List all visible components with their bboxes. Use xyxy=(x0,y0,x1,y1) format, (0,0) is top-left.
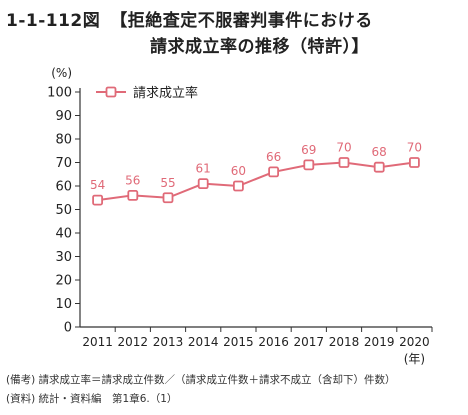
x-tick-label: 2016 xyxy=(258,335,289,349)
note-remarks: (備考) 請求成立率＝請求成立件数／（請求成立件数＋請求不成立（含却下）件数） xyxy=(6,374,396,386)
data-point xyxy=(127,189,139,201)
chart-legend: 請求成立率 xyxy=(96,85,198,101)
figure-title-line1: 1-1-112図 【拒絶査定不服審判事件における xyxy=(6,6,373,31)
y-tick-label: 30 xyxy=(55,250,72,265)
data-label: 68 xyxy=(372,145,387,159)
data-point xyxy=(92,194,103,206)
y-axis-label: (%) xyxy=(51,66,72,80)
data-label: 70 xyxy=(407,141,422,155)
data-label: 70 xyxy=(336,141,351,155)
y-tick-label: 100 xyxy=(47,86,72,101)
y-tick-label: 50 xyxy=(55,203,72,218)
data-point xyxy=(268,166,280,178)
legend-marker xyxy=(105,86,117,98)
data-label: 60 xyxy=(231,164,246,178)
data-label: 55 xyxy=(160,176,175,190)
data-label: 69 xyxy=(301,143,316,157)
y-tick-label: 70 xyxy=(55,156,72,171)
note-source: (資料) 統計・資料編 第1章6.（1） xyxy=(6,393,178,405)
figure-title: 【拒絶査定不服審判事件における xyxy=(110,11,373,31)
data-point xyxy=(232,180,244,192)
x-tick-label: 2012 xyxy=(118,335,149,349)
data-point xyxy=(303,159,315,171)
data-label: 56 xyxy=(125,173,140,187)
y-tick-label: 90 xyxy=(55,109,72,124)
data-label: 66 xyxy=(266,150,281,164)
data-point xyxy=(408,157,420,168)
y-tick-label: 20 xyxy=(55,274,72,289)
y-tick-label: 60 xyxy=(55,180,72,195)
chart-series: 54 56 55 61 60 66 69 70 68 70 xyxy=(90,141,422,206)
x-tick-label: 2011 xyxy=(82,335,113,349)
y-tick-label: 80 xyxy=(55,133,72,148)
data-point xyxy=(338,157,350,168)
x-tick-label: 2020 xyxy=(399,335,430,349)
x-tick-label: 2014 xyxy=(188,335,219,349)
data-label: 54 xyxy=(90,178,105,192)
x-tick-label: 2015 xyxy=(223,335,254,349)
legend-label: 請求成立率 xyxy=(133,85,198,101)
data-point xyxy=(162,192,174,204)
data-label: 61 xyxy=(196,162,211,176)
x-tick-label: 2017 xyxy=(294,335,325,349)
series-line xyxy=(97,161,415,202)
chart-axes: 0 10 20 30 40 50 60 70 80 90 100 (%) 2011 2012 2013 201… xyxy=(47,66,433,366)
y-tick-label: 0 xyxy=(64,321,72,336)
data-point xyxy=(197,178,209,190)
figure-number: 1-1-112図 xyxy=(6,11,101,31)
y-tick-label: 40 xyxy=(55,227,72,242)
data-point xyxy=(373,161,385,173)
line-chart: 0 10 20 30 40 50 60 70 80 90 100 (%) 2011 2012 2013 201… xyxy=(47,66,433,366)
figure-title-line2: 請求成立率の推移（特許）】 xyxy=(150,37,369,57)
x-axis-label: (年) xyxy=(404,352,425,366)
y-tick-label: 10 xyxy=(55,297,72,312)
x-tick-label: 2019 xyxy=(364,335,395,349)
x-tick-label: 2013 xyxy=(153,335,184,349)
x-tick-label: 2018 xyxy=(329,335,360,349)
